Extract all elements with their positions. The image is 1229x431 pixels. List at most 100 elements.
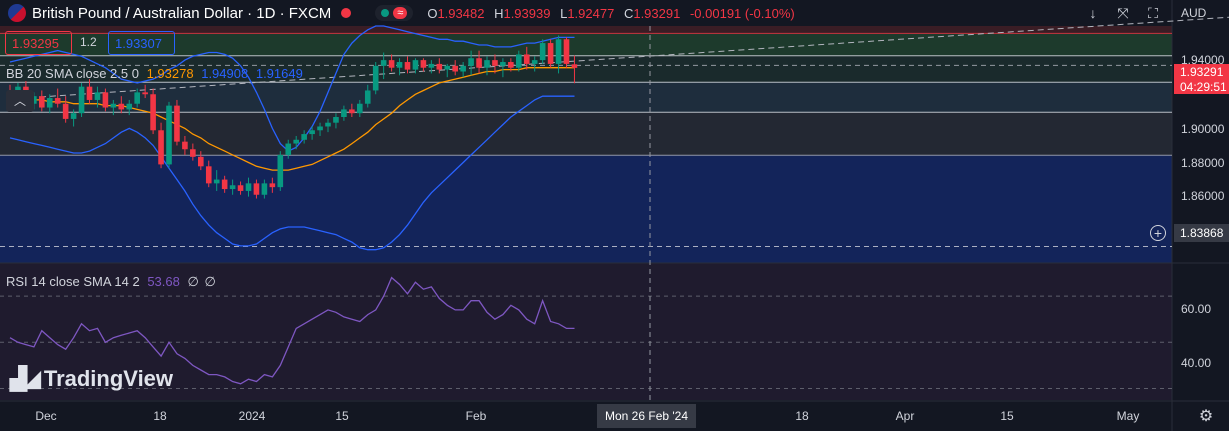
candle-body — [500, 62, 506, 66]
candle-body — [309, 130, 315, 135]
candle-body — [516, 54, 522, 68]
price-zone-band — [0, 155, 1172, 263]
candle-body — [531, 60, 538, 64]
arrow-down-icon[interactable]: ↓ — [1089, 5, 1097, 21]
candle-body — [213, 179, 220, 184]
gbpaud-flag-icon — [8, 4, 26, 22]
bb-legend[interactable]: BB 20 SMA close 2.5 0 1.93278 1.94908 1.… — [6, 66, 303, 81]
candle-body — [420, 60, 427, 68]
candle-body — [380, 60, 387, 66]
candle-body — [277, 154, 284, 188]
candle-body — [571, 64, 578, 68]
candle-body — [102, 92, 109, 108]
replay-icon: ≈ — [393, 7, 408, 19]
candle-body — [253, 183, 260, 195]
add-alert-plus-icon[interactable]: + — [1150, 225, 1166, 241]
candle-body — [539, 43, 546, 61]
candle-body — [444, 65, 451, 70]
candle-body — [158, 130, 164, 165]
candle-body — [78, 86, 85, 114]
candle-body — [428, 63, 435, 68]
candle-body — [325, 122, 331, 127]
rsi-tick: 40.00 — [1181, 356, 1212, 370]
price-zone-band — [0, 112, 1172, 156]
candle-body — [484, 60, 490, 68]
time-label: May — [1116, 409, 1140, 423]
time-label: 15 — [335, 409, 349, 423]
candle-body — [237, 185, 244, 191]
bar-countdown: 04:29:51 — [1180, 80, 1227, 94]
candle-body — [62, 103, 69, 119]
candle-body — [317, 126, 323, 131]
candle-body — [198, 156, 204, 167]
rsi-line — [9, 276, 575, 385]
candle-body — [388, 60, 395, 68]
rsi-pane-background — [0, 263, 1172, 400]
candle-body — [460, 65, 466, 72]
bb-upper-line — [9, 25, 575, 152]
buy-button[interactable]: 1.93307 — [108, 31, 175, 55]
time-label: 15 — [1000, 409, 1014, 423]
sell-button[interactable]: 1.93295 — [5, 31, 72, 55]
rsi-tick: 60.00 — [1181, 302, 1212, 316]
candle-body — [468, 58, 474, 66]
indicator-status-pill[interactable]: ≈ — [375, 5, 414, 21]
candle-body — [396, 62, 403, 68]
candle-body — [341, 109, 347, 118]
price-tick: 1.88000 — [1181, 156, 1225, 170]
fullscreen-icon[interactable]: ⛶ — [1148, 4, 1158, 21]
time-label: Feb — [465, 409, 487, 423]
candle-body — [150, 94, 156, 131]
candle-body — [364, 90, 371, 104]
price-zone-band — [0, 33, 1172, 56]
crosshair-date-tag: Mon 26 Feb '24 — [597, 404, 697, 428]
candle-body — [555, 39, 562, 64]
candle-body — [70, 113, 77, 119]
candle-body — [110, 103, 117, 108]
candle-body — [46, 98, 53, 108]
candle-body — [563, 39, 570, 64]
candle-body — [54, 98, 61, 104]
candle-body — [372, 65, 379, 91]
candle-body — [492, 60, 498, 66]
time-label: Apr — [895, 409, 915, 423]
candle-body — [261, 183, 268, 195]
currency-label[interactable]: AUD — [1181, 6, 1207, 20]
rsi-legend[interactable]: RSI 14 close SMA 14 2 53.68 ∅ ∅ — [6, 274, 216, 289]
candle-body — [166, 105, 172, 165]
price-change: -0.00191 (-0.10%) — [689, 5, 795, 21]
symbol-title[interactable]: British Pound / Australian Dollar · 1D ·… — [32, 4, 332, 22]
candle-body — [229, 185, 236, 190]
candle-body — [142, 92, 148, 95]
candle-body — [126, 103, 133, 110]
time-label: Dec — [35, 409, 57, 423]
candle-body — [508, 62, 514, 68]
settings-gear-icon[interactable]: ⚙ — [1198, 408, 1214, 425]
candle-body — [205, 166, 212, 184]
symbol-header: British Pound / Australian Dollar · 1D ·… — [0, 0, 801, 26]
candle-body — [412, 60, 419, 70]
price-zone-band — [0, 55, 1172, 83]
collapse-legend-icon[interactable]: ︿ — [6, 90, 34, 112]
collapse-icon[interactable]: ⤧ — [1117, 4, 1129, 21]
candle-body — [547, 43, 554, 64]
time-label: 18 — [795, 409, 809, 423]
data-status-icon — [381, 9, 390, 17]
tradingview-logo[interactable]: ▟◢ TradingView — [10, 366, 174, 391]
time-label: 18 — [153, 409, 167, 423]
candle-body — [452, 65, 458, 72]
candle-body — [357, 103, 363, 114]
bb-lower-value: 1.91649 — [255, 66, 303, 81]
candle-body — [94, 92, 101, 100]
candle-body — [118, 103, 125, 110]
candle-body — [349, 109, 355, 114]
candle-body — [174, 105, 180, 142]
candle-body — [221, 179, 228, 190]
candle-body — [39, 96, 45, 108]
crosshair-price-tag: 1.83868 — [1174, 224, 1229, 242]
rsi-value: 53.68 — [147, 274, 180, 289]
bb-lower-line — [9, 95, 575, 251]
tradingview-logo-icon: ▟◢ — [10, 366, 41, 391]
candle-body — [245, 183, 252, 191]
